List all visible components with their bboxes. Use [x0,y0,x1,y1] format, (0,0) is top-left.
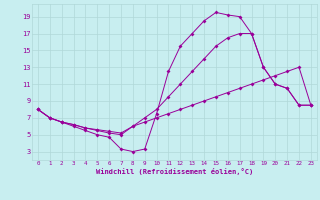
X-axis label: Windchill (Refroidissement éolien,°C): Windchill (Refroidissement éolien,°C) [96,168,253,175]
